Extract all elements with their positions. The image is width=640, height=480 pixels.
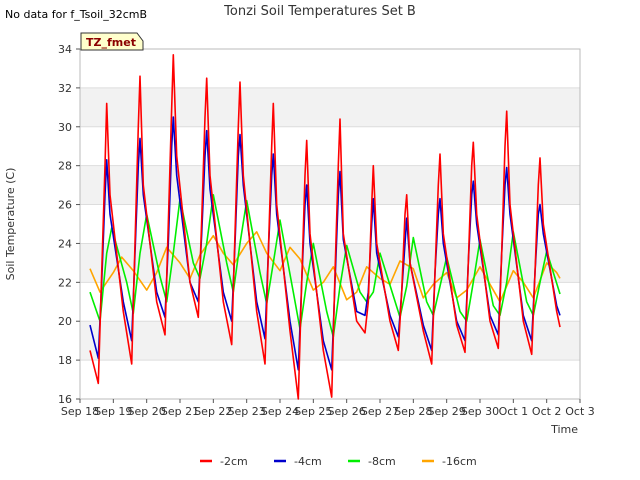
plot-band	[80, 243, 580, 283]
tz-badge: TZ_fmet	[80, 32, 144, 51]
plot-band	[80, 165, 580, 205]
x-tick-label: Oct 3	[565, 405, 595, 418]
plot-frame	[79, 48, 581, 400]
legend-label: -4cm	[294, 455, 322, 468]
y-tick-label: 28	[58, 160, 72, 173]
series-line-m2cm	[89, 53, 561, 400]
plot-band	[80, 87, 580, 127]
badge-box	[80, 32, 144, 51]
x-tick-label: Sep 23	[228, 405, 266, 418]
x-tick-label: Sep 18	[61, 405, 99, 418]
legend-label: -16cm	[442, 455, 477, 468]
y-tick-label: 18	[58, 354, 72, 367]
x-tick-label: Sep 25	[294, 405, 332, 418]
x-tick-label: Sep 27	[361, 405, 399, 418]
x-tick-label: Sep 24	[261, 405, 299, 418]
x-tick-label: Sep 29	[428, 405, 466, 418]
legend-label: -8cm	[368, 455, 396, 468]
x-tick-label: Sep 22	[194, 405, 232, 418]
y-tick-label: 26	[58, 199, 72, 212]
x-tick-label: Sep 28	[394, 405, 432, 418]
y-tick-label: 34	[58, 43, 72, 56]
x-tick-label: Sep 26	[328, 405, 366, 418]
y-axis-title: Soil Temperature (C)	[4, 168, 17, 281]
legend: -2cm -4cm -8cm -16cm	[200, 455, 477, 468]
y-tick-label: 24	[58, 237, 72, 250]
x-tick-label: Sep 19	[94, 405, 132, 418]
badge-label: TZ_fmet	[86, 36, 136, 49]
x-tick-label: Sep 30	[461, 405, 499, 418]
series-line-m8cm	[89, 194, 561, 338]
x-axis-title: Time	[550, 423, 578, 436]
x-tick-label: Sep 21	[161, 405, 199, 418]
series-lines	[89, 53, 561, 400]
y-tick-label: 20	[58, 315, 72, 328]
y-tick-label: 32	[58, 82, 72, 95]
x-tick-label: Oct 2	[532, 405, 562, 418]
x-tick-label: Sep 20	[128, 405, 166, 418]
legend-label: -2cm	[220, 455, 248, 468]
no-data-note: No data for f_Tsoil_32cmB	[5, 8, 148, 21]
x-tick-label: Oct 1	[499, 405, 529, 418]
plot-bands	[80, 87, 580, 361]
y-tick-label: 22	[58, 276, 72, 289]
y-axis: 16 18 20 22 24 26 28 30 32 34	[58, 43, 80, 406]
y-tick-label: 30	[58, 121, 72, 134]
chart-title: Tonzi Soil Temperatures Set B	[224, 4, 416, 19]
y-tick-label: 16	[58, 393, 72, 406]
